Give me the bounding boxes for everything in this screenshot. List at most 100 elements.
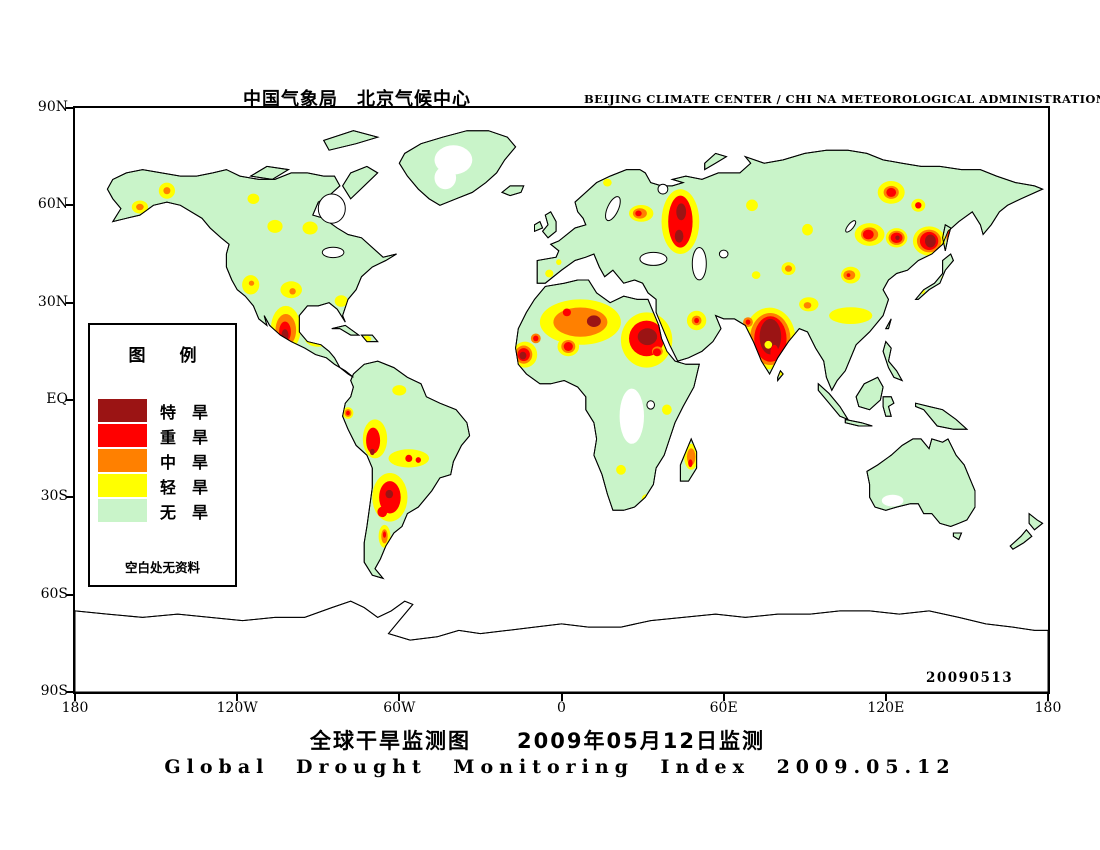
legend-title: 图 例 [128, 346, 197, 366]
drought-gansu [846, 273, 851, 277]
world-map-svg [75, 130, 1048, 692]
coastline-ireland [534, 220, 544, 233]
coastline-iceland [501, 185, 525, 197]
legend-row: 特 旱 [90, 399, 235, 422]
lon-tick [1047, 694, 1049, 701]
legend-rows: 特 旱 重 旱 中 旱 轻 旱 无 旱 [90, 399, 235, 522]
coastline-greenland [398, 130, 517, 206]
landmass-ellesmere-island [322, 130, 380, 151]
lat-tick-label: 30N [37, 293, 68, 310]
legend-row: 无 旱 [90, 499, 235, 522]
legend-label: 轻 旱 [160, 477, 209, 497]
legend-swatch [98, 474, 147, 497]
water-baltic-sea [605, 196, 621, 222]
drought-karelia [635, 210, 642, 217]
legend-label: 重 旱 [160, 427, 209, 447]
coastline-nz-north [1028, 512, 1044, 531]
drought-india [764, 340, 773, 349]
footer-title-en: Global Drought Monitoring Index 2009.05.… [164, 756, 956, 778]
drought-mauritania [533, 335, 539, 342]
lon-tick [560, 694, 563, 701]
drought-lena [886, 187, 897, 197]
lon-tick [884, 694, 887, 701]
landmass-cuba [331, 324, 361, 336]
drought-argentina [385, 489, 394, 499]
coastline-new-guinea [915, 402, 969, 430]
coastline-sri-lanka [777, 369, 784, 382]
drought-volga [668, 195, 693, 248]
lon-tick-label: 120W [216, 700, 258, 716]
drought-amur-west [895, 235, 900, 241]
drought-sardinia-spot [582, 267, 589, 274]
legend-box: 图 例 特 旱 重 旱 中 旱 轻 旱 无 旱 空白处无资料 [88, 323, 237, 587]
legend-label: 特 旱 [160, 402, 209, 422]
coastline-nz-south [1009, 529, 1033, 550]
drought-layer [131, 178, 953, 548]
drought-kenya [662, 404, 672, 415]
lat-tick-label: 90S [40, 683, 68, 699]
water-caspian-sea [691, 247, 707, 281]
coastline-sulawesi [882, 396, 895, 417]
drought-amur-east [925, 234, 936, 248]
legend-row: 轻 旱 [90, 474, 235, 497]
landmass-south-america [342, 360, 471, 580]
drought-peru-brazil [366, 427, 381, 454]
legend-swatch [98, 399, 147, 422]
drought-saskatchewan [267, 219, 283, 233]
drought-florida-georgia [334, 295, 348, 307]
coastline-java [844, 418, 873, 427]
landmass-antarctica [75, 600, 1048, 692]
landmass-borneo [855, 376, 884, 411]
lon-tick-label: 180 [1034, 700, 1062, 716]
coastline-tasmania [952, 532, 963, 541]
drought-mali-south [563, 342, 573, 351]
drought-guyana [392, 385, 407, 396]
drought-transbaikal [862, 229, 874, 240]
lat-tick-label: EQ [46, 391, 68, 407]
drought-india [770, 344, 779, 362]
drought-aldan [915, 202, 922, 209]
header-title-cn: 中国气象局 北京气候中心 [243, 89, 471, 110]
landmass-australia [866, 438, 976, 528]
legend-swatch [98, 449, 147, 472]
coastline-borneo [855, 376, 884, 411]
coastline-sumatra [817, 382, 850, 421]
legend-row: 重 旱 [90, 424, 235, 447]
legend-swatch [98, 424, 147, 447]
lat-tick-label: 30S [40, 488, 68, 505]
drought-tibet-south [803, 302, 812, 309]
water-lake-baikal [845, 220, 857, 233]
nodata-greenland-icecap-s [434, 166, 457, 190]
coastline-antarctica [75, 600, 1048, 692]
coastline-ellesmere-island [322, 130, 380, 151]
water-white-sea [657, 183, 669, 195]
lon-tick-label: 60E [709, 700, 738, 716]
legend-row: 中 旱 [90, 449, 235, 472]
drought-sudan-ethiopia [652, 348, 662, 357]
date-stamp: 20090513 [926, 670, 1014, 686]
lon-tick-label: 60W [383, 700, 416, 716]
lon-tick [398, 694, 401, 701]
drought-peru-coast [346, 410, 350, 416]
drought-texas-plains [289, 288, 296, 295]
drought-sahel-band [562, 308, 571, 317]
header-title-en: BEIJING CLIMATE CENTER / CHI NA METEOROL… [584, 92, 1100, 106]
drought-madagascar-spot [688, 459, 693, 468]
landmass-new-guinea [915, 402, 969, 430]
coastline-madagascar [679, 437, 698, 482]
drought-sindh [745, 319, 751, 325]
drought-tarim [785, 265, 792, 272]
coastline-hispaniola [360, 334, 379, 343]
drought-peru-brazil [369, 448, 375, 456]
drought-us-southwest [248, 280, 255, 286]
coastline-novaya-zemlya [704, 152, 728, 171]
lon-tick-label: 120E [867, 700, 905, 716]
drought-volga [674, 229, 684, 243]
drought-altai [802, 223, 813, 236]
coastline-africa [515, 279, 700, 511]
coastline-baffin-island [342, 165, 379, 200]
coastline-south-america [342, 360, 471, 580]
drought-sahel-band [586, 315, 601, 327]
coastline-sakhalin [942, 224, 952, 251]
drought-alaska-east [163, 187, 171, 195]
